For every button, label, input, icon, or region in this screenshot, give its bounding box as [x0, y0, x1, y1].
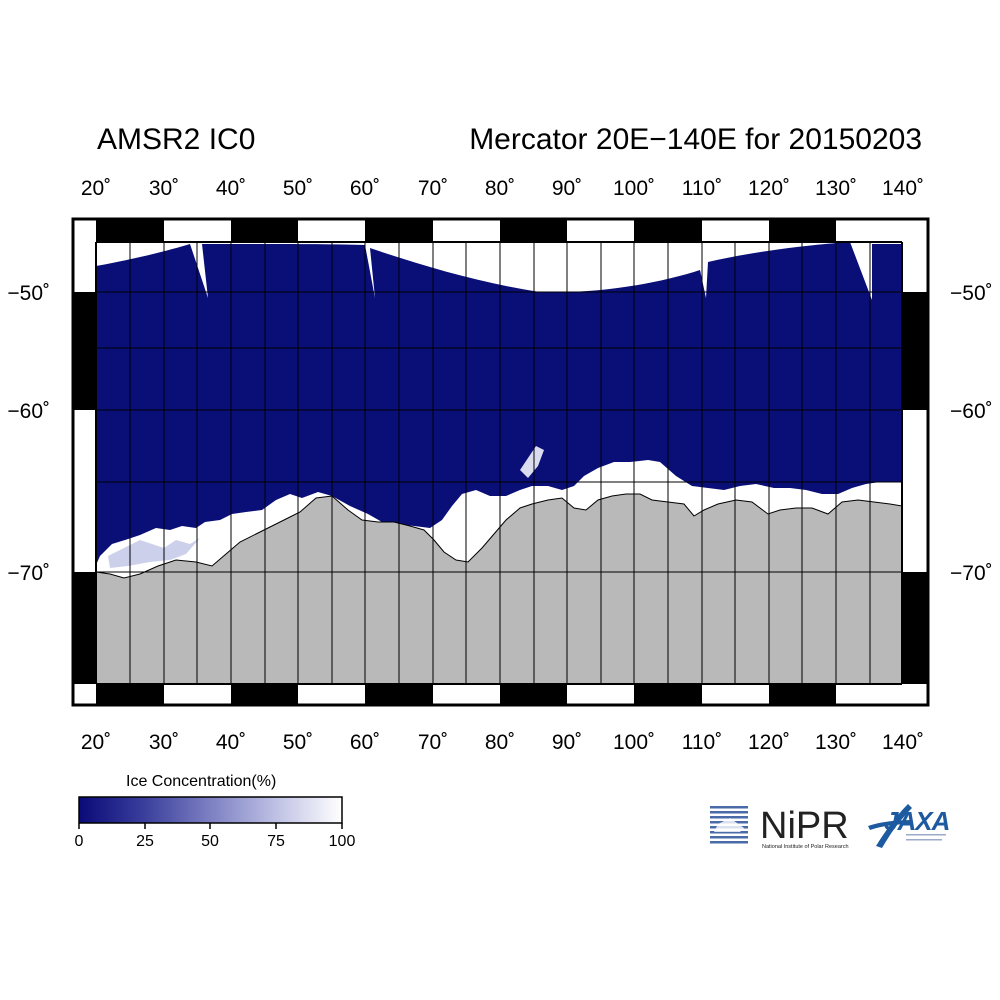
lon-label: 80˚ — [485, 731, 515, 754]
lon-label: 20˚ — [81, 731, 111, 754]
map-area — [96, 242, 902, 684]
colorbar-title: Ice Concentration(%) — [126, 773, 277, 790]
lon-label: 100˚ — [613, 177, 655, 200]
lon-label: 110˚ — [682, 177, 722, 200]
lon-label: 140˚ — [882, 731, 924, 754]
lat-label: −70˚ — [950, 562, 993, 585]
lon-label: 30˚ — [149, 177, 179, 200]
lat-labels-right: −50˚ −60˚ −70˚ — [950, 282, 993, 585]
lon-label: 140˚ — [882, 177, 924, 200]
colorbar-tick: 25 — [136, 833, 154, 850]
lon-label: 50˚ — [283, 731, 313, 754]
lon-label: 30˚ — [149, 731, 179, 754]
lon-label: 60˚ — [350, 731, 380, 754]
colorbar-tick: 50 — [201, 833, 219, 850]
lat-label: −50˚ — [950, 282, 993, 305]
lon-label: 60˚ — [350, 177, 380, 200]
nipr-subtitle: National Institute of Polar Research — [762, 844, 849, 850]
nipr-logo: NiPR National Institute of Polar Researc… — [710, 805, 849, 850]
sea-ice-edge — [108, 538, 200, 568]
lat-label: −50˚ — [7, 282, 50, 305]
graticule — [96, 242, 902, 684]
map-subtitle: Mercator 20E−140E for 20150203 — [469, 123, 922, 156]
nipr-name: NiPR — [760, 805, 849, 847]
colorbar-gradient — [78, 796, 343, 824]
lon-label: 130˚ — [815, 731, 857, 754]
lon-label: 90˚ — [552, 731, 582, 754]
colorbar-tick: 0 — [75, 833, 84, 850]
lat-labels-left: −50˚ −60˚ −70˚ — [7, 282, 50, 585]
lat-label: −70˚ — [7, 562, 50, 585]
lon-label: 110˚ — [682, 731, 722, 754]
lon-label: 130˚ — [815, 177, 857, 200]
lon-label: 120˚ — [748, 731, 790, 754]
lon-labels-bottom: 20˚ 30˚ 40˚ 50˚ 60˚ 70˚ 80˚ 90˚ 100˚ 110… — [81, 731, 924, 754]
colorbar-tick: 100 — [329, 833, 356, 850]
lon-label: 50˚ — [283, 177, 313, 200]
map-frame — [71, 217, 930, 707]
lon-label: 80˚ — [485, 177, 515, 200]
map-title: AMSR2 IC0 — [97, 123, 256, 156]
lat-label: −60˚ — [950, 400, 993, 423]
lon-label: 100˚ — [613, 731, 655, 754]
colorbar-tick: 75 — [267, 833, 285, 850]
lon-labels-top: 20˚ 30˚ 40˚ 50˚ 60˚ 70˚ 80˚ 90˚ 100˚ 110… — [81, 177, 924, 200]
colorbar: 0 25 50 75 100 — [75, 796, 356, 850]
lon-label: 20˚ — [81, 177, 111, 200]
no-data-region — [96, 242, 902, 300]
lon-label: 70˚ — [418, 177, 448, 200]
lat-label: −60˚ — [7, 400, 50, 423]
sea-ice-edge — [520, 446, 544, 478]
jaxa-logo: JAXA — [868, 804, 950, 848]
lon-label: 70˚ — [418, 731, 448, 754]
lon-label: 120˚ — [748, 177, 790, 200]
lon-label: 40˚ — [216, 177, 246, 200]
lon-label: 90˚ — [552, 177, 582, 200]
lon-label: 40˚ — [216, 731, 246, 754]
svg-text:JAXA: JAXA — [884, 806, 949, 836]
